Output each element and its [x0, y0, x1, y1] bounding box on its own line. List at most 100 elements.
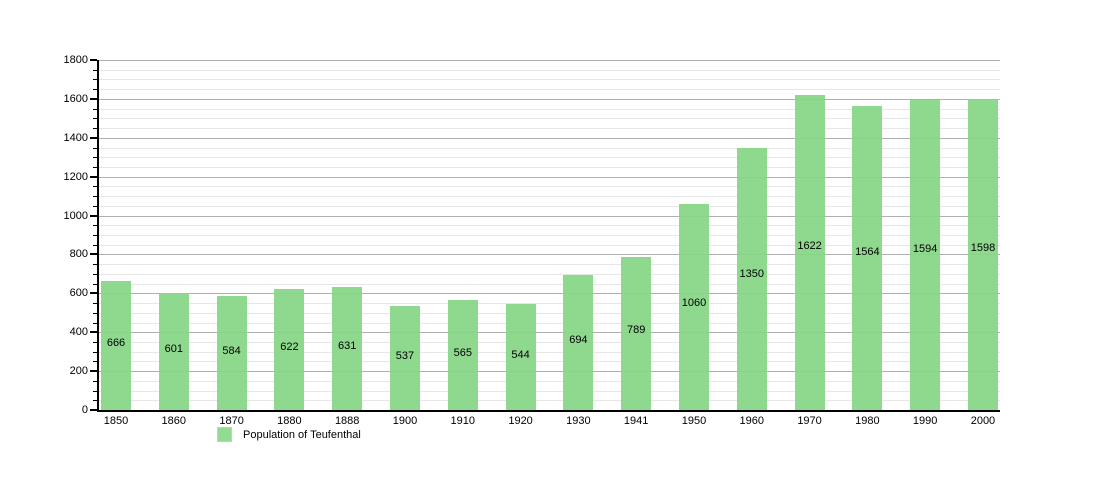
y-axis-tick [93, 390, 97, 392]
legend-label: Population of Teufenthal [243, 428, 361, 441]
y-tick-label: 1000 [63, 209, 88, 222]
y-tick-label: 0 [81, 404, 88, 416]
y-axis-tick [93, 118, 97, 120]
bar-1980: 1564 [852, 105, 883, 410]
plot-area: 666 601 584 622 631 537 565 544 694 789 1060 1350 16… [97, 60, 1000, 412]
y-axis-tick [93, 79, 97, 81]
y-axis-tick [93, 69, 97, 71]
x-tick-label: 1970 [797, 415, 822, 427]
minor-gridline [99, 69, 1000, 71]
y-axis-tick [90, 136, 97, 139]
y-axis-tick [93, 128, 97, 130]
minor-gridline [99, 225, 1000, 227]
bar-1970: 1622 [794, 94, 825, 410]
minor-gridline [99, 89, 1000, 91]
bar-1900: 537 [389, 305, 420, 410]
x-axis-labels: 1850 1860 1870 1880 1888 1900 1910 1920 1930 1941… [99, 415, 1000, 428]
bar-1910: 565 [447, 300, 478, 410]
minor-gridline [99, 196, 1000, 198]
bars-group: 666 601 584 622 631 537 565 544 694 789 1060 1350 16… [99, 60, 1000, 410]
y-tick-label: 1200 [63, 170, 88, 183]
minor-gridline [99, 79, 1000, 81]
minor-gridline [99, 341, 1000, 343]
y-axis-tick [93, 157, 97, 159]
major-gridline [99, 98, 1000, 100]
bar-value-label: 584 [222, 344, 241, 357]
gridlines [99, 60, 1000, 410]
y-axis-tick [90, 370, 97, 373]
x-tick-label: 1920 [508, 415, 533, 427]
x-tick-label: 1880 [277, 415, 302, 427]
y-axis-tick [93, 89, 97, 91]
minor-gridline [99, 322, 1000, 324]
y-axis-tick [90, 97, 97, 100]
y-axis-tick [93, 147, 97, 149]
minor-gridline [99, 303, 1000, 305]
minor-gridline [99, 128, 1000, 130]
y-tick-label: 1600 [63, 92, 88, 105]
y-axis-tick [93, 303, 97, 305]
bar-1850: 666 [101, 280, 131, 410]
major-gridline [99, 332, 1000, 334]
y-axis-tick [93, 264, 97, 266]
y-axis-tick [93, 322, 97, 324]
y-tick-label: 1800 [63, 54, 88, 66]
bar-1960: 1350 [736, 147, 767, 410]
x-tick-label: 1910 [450, 415, 476, 427]
y-axis-tick [90, 214, 97, 217]
x-tick-label: 1850 [103, 415, 129, 427]
bar-value-label: 1060 [681, 296, 707, 309]
bar-1880: 622 [274, 289, 305, 410]
minor-gridline [99, 273, 1000, 275]
bar-1950: 1060 [678, 203, 709, 410]
major-gridline [99, 254, 1000, 256]
major-gridline [99, 293, 1000, 295]
y-axis-tick [93, 273, 97, 275]
y-axis-tick [90, 175, 97, 178]
bar-value-label: 789 [626, 324, 646, 337]
minor-gridline [99, 312, 1000, 314]
bar-value-label: 631 [338, 340, 357, 353]
bar-1920: 544 [505, 304, 536, 410]
y-axis-tick [93, 361, 97, 363]
major-gridline [99, 176, 1000, 178]
y-axis-tick [93, 108, 97, 110]
minor-gridline [99, 264, 1000, 266]
y-axis-tick [93, 205, 97, 207]
x-tick-label: 1888 [334, 415, 360, 427]
bar-value-label: 1350 [739, 267, 765, 280]
minor-gridline [99, 380, 1000, 382]
minor-gridline [99, 166, 1000, 168]
bar-2000: 1598 [967, 99, 998, 410]
y-tick-label: 600 [69, 287, 88, 300]
minor-gridline [99, 118, 1000, 120]
x-tick-label: 1930 [566, 415, 591, 427]
minor-gridline [99, 205, 1000, 207]
y-axis-tick [93, 225, 97, 227]
x-tick-label: 1941 [623, 415, 649, 427]
y-axis-tick [90, 253, 97, 256]
x-tick-label: 1860 [161, 415, 187, 427]
bar-value-label: 1564 [855, 245, 880, 258]
major-gridline [99, 371, 1000, 373]
minor-gridline [99, 147, 1000, 149]
bar-value-label: 1622 [797, 240, 822, 253]
x-tick-label: 1950 [681, 415, 707, 427]
y-axis-tick [93, 196, 97, 198]
y-axis-tick [93, 380, 97, 382]
bar-1870: 584 [216, 296, 247, 410]
minor-gridline [99, 157, 1000, 159]
bar-value-label: 537 [395, 349, 415, 362]
bar-value-label: 666 [106, 336, 126, 349]
legend-swatch-icon [217, 427, 232, 442]
minor-gridline [99, 108, 1000, 110]
y-axis-tick [93, 235, 97, 236]
x-tick-label: 1980 [855, 415, 880, 427]
minor-gridline [99, 235, 1000, 236]
bar-1860: 601 [158, 293, 189, 410]
y-tick-label: 1400 [63, 131, 88, 144]
x-tick-label: 1870 [219, 415, 244, 427]
y-tick-label: 800 [69, 248, 88, 261]
bar-value-label: 1598 [970, 242, 996, 255]
y-axis-tick [90, 331, 97, 334]
